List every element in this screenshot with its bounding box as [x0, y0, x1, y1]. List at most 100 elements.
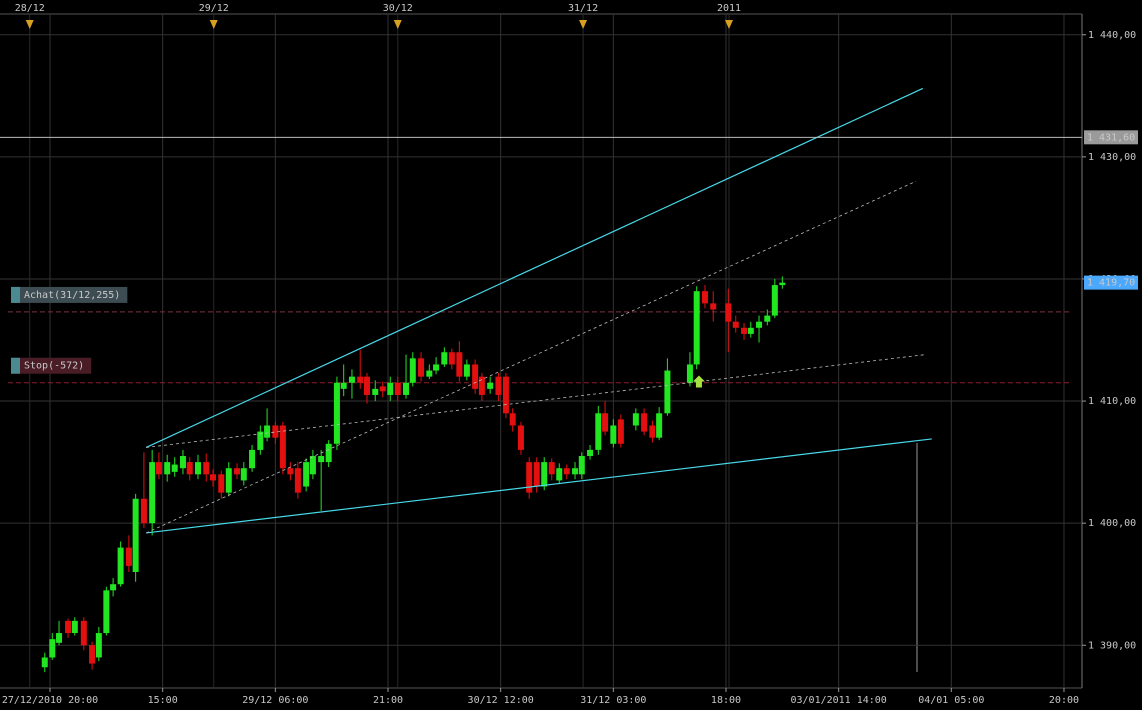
candle-body: [303, 462, 310, 487]
level-label: 1 431,60: [1087, 132, 1135, 143]
x-tick-label: 29/12 06:00: [242, 695, 308, 706]
order-tab: [11, 286, 20, 303]
buy-signal: [692, 375, 705, 388]
candle-body: [602, 413, 609, 432]
candle-body: [641, 413, 648, 432]
candle-body: [95, 633, 102, 658]
candle-body: [686, 364, 693, 383]
trend-line: [146, 354, 926, 448]
y-tick-label: 1 410,00: [1088, 396, 1136, 407]
candle-body: [418, 358, 425, 377]
date-marker: [25, 20, 34, 29]
candle-body: [472, 364, 479, 389]
candle-body: [203, 462, 210, 475]
candle-body: [541, 462, 548, 487]
candle-body: [394, 382, 401, 395]
candle-body: [710, 303, 717, 310]
x-tick-label: 15:00: [148, 695, 178, 706]
candle-body: [49, 639, 56, 658]
candle-body: [210, 474, 217, 481]
candle-body: [318, 456, 325, 463]
top-tick-label: 28/12: [15, 3, 45, 14]
candle-body: [771, 285, 778, 316]
candle-body: [140, 498, 147, 524]
candle-body: [478, 376, 485, 395]
candle-body: [348, 376, 355, 383]
level-label: 1 419,70: [1087, 278, 1135, 289]
date-marker: [209, 20, 218, 29]
candle-body: [433, 364, 440, 371]
top-tick-label: 29/12: [199, 3, 229, 14]
candle-body: [132, 498, 139, 573]
candle-body: [487, 382, 494, 389]
candle-body: [218, 474, 225, 493]
date-marker: [393, 20, 402, 29]
candle-body: [249, 449, 256, 469]
x-tick-label: 04/01 05:00: [918, 695, 984, 706]
candle-body: [409, 358, 416, 383]
candle-body: [572, 468, 579, 475]
candle-body: [756, 321, 763, 328]
candle-body: [194, 462, 201, 475]
candle-body: [225, 468, 232, 493]
candle-body: [287, 468, 294, 475]
candle-body: [125, 547, 132, 566]
candle-body: [517, 425, 524, 450]
candle-body: [179, 456, 186, 469]
top-tick-label: 30/12: [383, 3, 413, 14]
candle-body: [403, 382, 410, 395]
candle-body: [65, 620, 72, 634]
candle-body: [155, 462, 162, 475]
candle-body: [257, 431, 264, 450]
y-tick-label: 1 400,00: [1088, 518, 1136, 529]
level-box: [1084, 275, 1138, 290]
candle-body: [509, 413, 516, 426]
candle-body: [556, 468, 563, 481]
y-tick-label: 1 440,00: [1088, 30, 1136, 41]
level-box: [1084, 130, 1138, 145]
candle-body: [578, 456, 585, 475]
candle-body: [533, 462, 540, 487]
candle-body: [732, 321, 739, 328]
y-tick-label: 1 390,00: [1088, 640, 1136, 651]
candle-body: [747, 327, 754, 334]
candle-body: [309, 456, 316, 475]
candle-body: [387, 382, 394, 395]
date-marker: [579, 20, 588, 29]
candle-body: [240, 468, 247, 481]
candle-body: [186, 462, 193, 475]
candle-body: [117, 547, 124, 585]
candle-body: [456, 352, 463, 377]
candle-body: [610, 425, 617, 444]
x-tick-label: 27/12/2010 20:00: [2, 695, 98, 706]
x-tick-label: 20:00: [1049, 695, 1079, 706]
candle-body: [526, 462, 533, 493]
order-label: Stop(-572): [24, 361, 84, 372]
candle-body: [495, 376, 502, 395]
candle-body: [502, 376, 509, 414]
candle-body: [372, 388, 379, 395]
date-marker: [724, 20, 733, 29]
x-tick-label: 21:00: [373, 695, 403, 706]
candle-body: [548, 462, 555, 475]
candle-body: [693, 291, 700, 365]
candle-body: [56, 633, 63, 643]
candle-body: [656, 413, 663, 438]
x-tick-label: 31/12 03:00: [580, 695, 646, 706]
x-tick-label: 30/12 12:00: [468, 695, 534, 706]
candle-body: [741, 327, 748, 334]
candle-body: [294, 468, 301, 493]
candle-body: [110, 584, 117, 591]
candle-body: [664, 370, 671, 414]
y-tick-label: 1 430,00: [1088, 152, 1136, 163]
candle-body: [272, 425, 279, 438]
candle-body: [587, 449, 594, 457]
candle-body: [363, 376, 370, 395]
order-tab: [11, 357, 20, 374]
top-tick-label: 31/12: [568, 3, 598, 14]
candle-body: [89, 645, 96, 664]
trend-line: [146, 438, 932, 534]
candle-body: [164, 462, 171, 475]
